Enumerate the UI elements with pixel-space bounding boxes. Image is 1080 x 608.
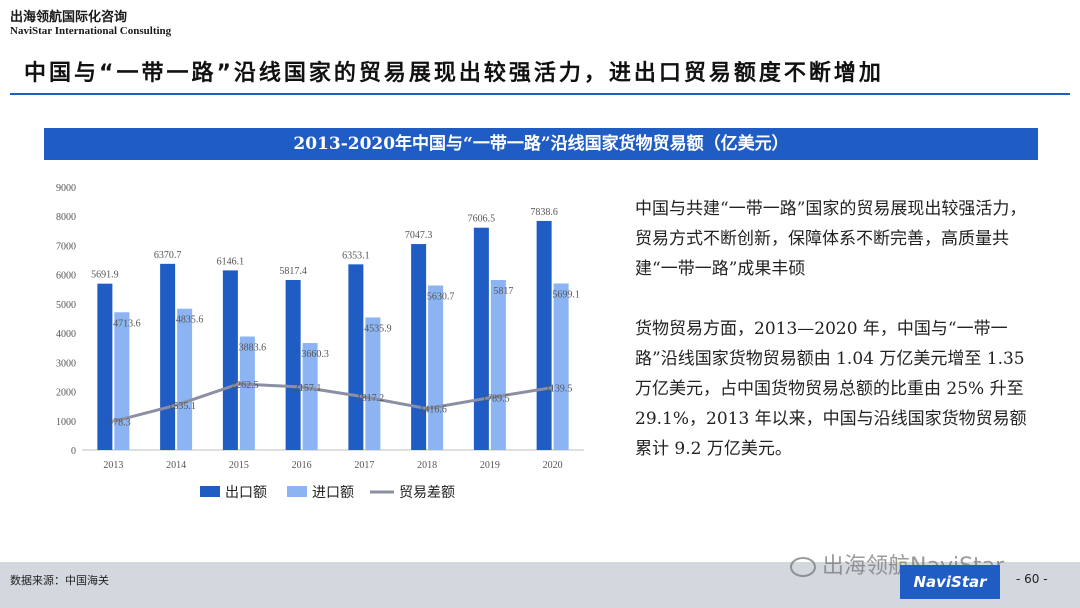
import-data-label: 5630.7	[427, 291, 455, 302]
y-tick-label: 8000	[56, 212, 76, 223]
import-bar	[239, 336, 255, 450]
balance-data-label: 2157.1	[294, 383, 322, 394]
export-data-label: 5817.4	[279, 266, 307, 277]
balance-data-label: 1535.1	[168, 401, 196, 412]
y-tick-label: 4000	[56, 329, 76, 340]
export-data-label: 6146.1	[217, 256, 245, 267]
x-tick-label: 2015	[229, 460, 249, 471]
y-tick-label: 2000	[56, 388, 76, 399]
y-tick-label: 3000	[56, 358, 76, 369]
import-data-label: 4713.6	[113, 318, 141, 329]
export-bar	[97, 283, 113, 450]
export-data-label: 7606.5	[468, 214, 496, 225]
x-tick-label: 2019	[480, 460, 500, 471]
export-bar	[411, 244, 427, 450]
trade-chart: 0 1000 2000 3000 4000 5000 6000 7000 8000 9000 569…	[56, 183, 584, 501]
paragraph-goods-trade: 货物贸易方面，2013—2020 年，中国与“一带一路”沿线国家货物贸易额由 1…	[635, 319, 1027, 459]
export-bar	[473, 227, 489, 450]
brand-name-en: NaviStar International Consulting	[10, 25, 172, 37]
navistar-logo: NaviStar	[900, 565, 1000, 599]
export-data-label: 6370.7	[154, 250, 182, 261]
page-title: 中国与“一带一路”沿线国家的贸易展现出较强活力，进出口贸易额度不断增加	[24, 61, 884, 86]
data-source: 数据来源：中国海关	[10, 574, 109, 587]
legend-label: 进口额	[312, 485, 354, 501]
import-data-label: 4535.9	[364, 323, 392, 334]
y-tick-label: 6000	[56, 271, 76, 282]
import-bar	[553, 283, 569, 450]
page-number: - 60 -	[1016, 572, 1048, 586]
import-data-label: 5699.1	[552, 289, 580, 300]
x-tick-label: 2020	[543, 460, 563, 471]
y-tick-label: 7000	[56, 241, 76, 252]
import-data-label: 3883.6	[239, 343, 267, 354]
import-data-label: 4835.6	[176, 315, 204, 326]
import-data-label: 5817	[493, 286, 513, 297]
import-bar	[490, 280, 506, 450]
balance-data-label: 1416.6	[419, 405, 447, 416]
balance-data-label: 2139.5	[545, 383, 573, 394]
import-data-label: 3660.3	[301, 349, 329, 360]
import-bar	[177, 308, 193, 450]
export-data-label: 7838.6	[530, 207, 558, 218]
paragraph-overview: 中国与共建“一带一路”国家的贸易展现出较强活力，贸易方式不断创新，保障体系不断完…	[635, 199, 1027, 279]
export-bar	[160, 263, 176, 450]
wechat-icon	[790, 557, 816, 577]
x-tick-label: 2016	[292, 460, 312, 471]
import-bar	[365, 317, 381, 450]
import-bar	[428, 285, 444, 450]
description: 中国与共建“一带一路”国家的贸易展现出较强活力，贸易方式不断创新，保障体系不断完…	[635, 194, 1030, 494]
legend-label: 贸易差额	[399, 485, 455, 501]
export-data-label: 5691.9	[91, 270, 119, 281]
import-bar	[302, 343, 318, 450]
export-bar	[536, 220, 552, 450]
legend-label: 出口额	[225, 485, 267, 501]
export-data-label: 7047.3	[405, 230, 433, 241]
balance-data-label: 1789.5	[482, 394, 510, 405]
balance-data-label: 978.3	[108, 417, 131, 428]
y-tick-label: 1000	[56, 417, 76, 428]
balance-line	[112, 382, 553, 423]
x-tick-label: 2014	[166, 460, 186, 471]
import-bar	[114, 312, 130, 450]
y-tick-label: 5000	[56, 300, 76, 311]
export-bar	[222, 270, 238, 450]
legend-swatch	[287, 486, 307, 497]
export-data-label: 6353.1	[342, 250, 370, 261]
y-tick-label: 0	[71, 446, 76, 457]
y-tick-label: 9000	[56, 183, 76, 194]
brand-name-cn: 出海领航国际化咨询	[10, 10, 128, 25]
balance-data-label: 2262.5	[231, 380, 259, 391]
export-bar	[348, 264, 364, 450]
legend-swatch	[200, 486, 220, 497]
title-divider	[10, 93, 1070, 95]
x-tick-label: 2017	[354, 460, 374, 471]
x-tick-label: 2013	[103, 460, 123, 471]
x-tick-label: 2018	[417, 460, 437, 471]
balance-data-label: 1817.2	[357, 393, 385, 404]
export-bar	[285, 280, 301, 450]
chart-header: 2013-2020年中国与“一带一路”沿线国家货物贸易额（亿美元）	[44, 128, 1038, 160]
